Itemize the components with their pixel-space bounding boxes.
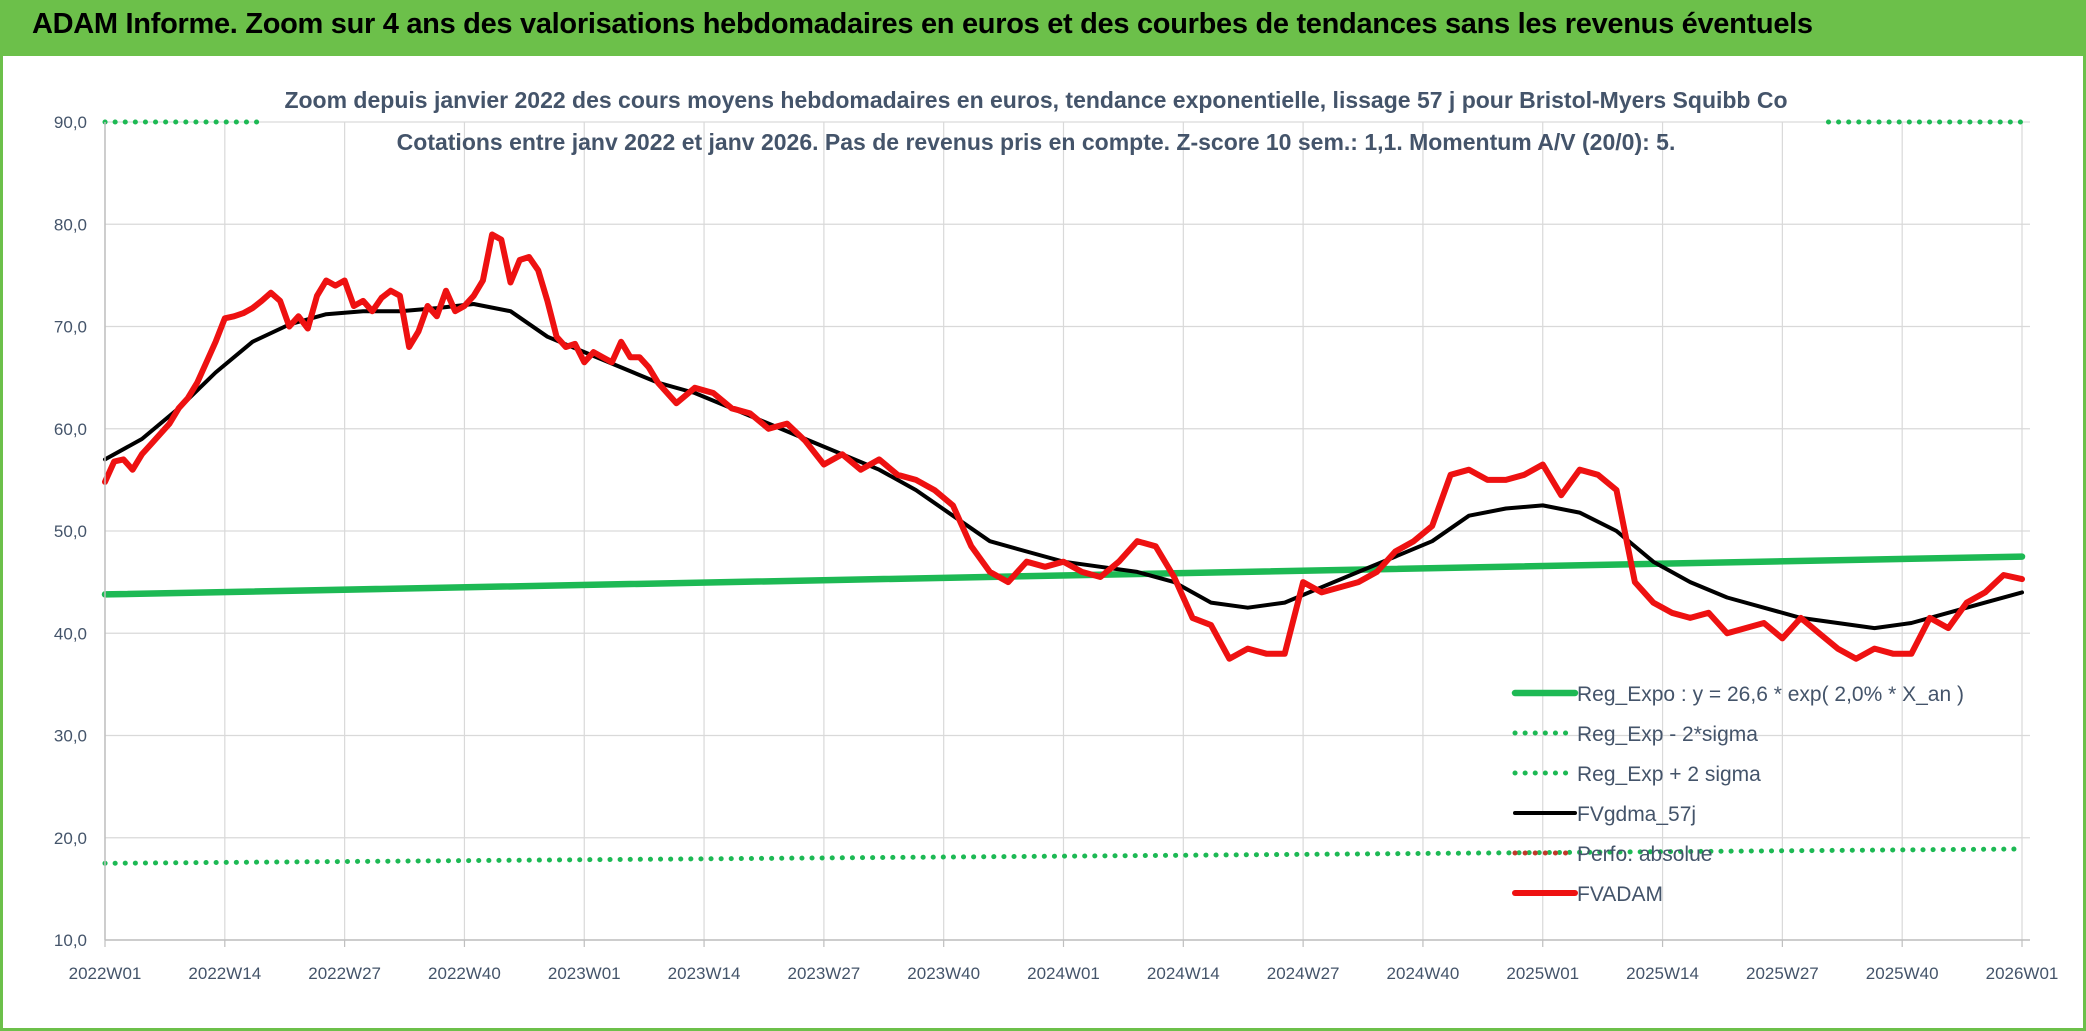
series-line-reg-expo-y-26-6-exp-: [101, 553, 2026, 598]
x-tick-label: 2026W01: [1986, 964, 2059, 983]
chart-title: Zoom depuis janvier 2022 des cours moyen…: [284, 87, 1787, 113]
y-tick-label: 20,0: [54, 829, 87, 848]
x-tick-label: 2022W40: [428, 964, 501, 983]
x-tick-label: 2025W14: [1626, 964, 1699, 983]
series-line-reg-exp-2-sigma: [102, 846, 2025, 866]
x-tick-label: 2024W40: [1387, 964, 1460, 983]
x-tick-label: 2025W01: [1506, 964, 1579, 983]
y-tick-label: 40,0: [54, 624, 87, 643]
chart-legend: Reg_Expo : y = 26,6 * exp( 2,0% * X_an )…: [1511, 683, 1964, 906]
y-tick-label: 10,0: [54, 931, 87, 950]
y-tick-label: 80,0: [54, 215, 87, 234]
x-tick-label: 2024W01: [1027, 964, 1100, 983]
y-tick-label: 60,0: [54, 420, 87, 439]
x-tick-label: 2025W40: [1866, 964, 1939, 983]
x-tick-label: 2024W14: [1147, 964, 1220, 983]
chart-subtitle: Cotations entre janv 2022 et janv 2026. …: [397, 129, 1676, 155]
series-layer: [101, 119, 2026, 866]
x-tick-label: 2025W27: [1746, 964, 1819, 983]
legend-label: FVgdma_57j: [1577, 803, 1696, 826]
y-tick-label: 30,0: [54, 727, 87, 746]
axis-layer: 10,0 20,0 30,0 40,0 50,0 60,0 70,0 80,0 90,0 2022…: [54, 113, 2058, 983]
series-line-fvadam: [102, 231, 2025, 662]
legend-label: Reg_Exp + 2 sigma: [1577, 763, 1761, 786]
y-tick-label: 70,0: [54, 318, 87, 337]
legend-label: Reg_Exp - 2*sigma: [1577, 723, 1758, 746]
x-tick-label: 2023W14: [668, 964, 741, 983]
x-tick-label: 2023W40: [907, 964, 980, 983]
y-tick-label: 90,0: [54, 113, 87, 132]
x-tick-label: 2022W27: [308, 964, 381, 983]
x-tick-label: 2023W01: [548, 964, 621, 983]
x-tick-label: 2023W27: [787, 964, 860, 983]
legend-label: Perfo. absolue: [1577, 843, 1712, 866]
report-banner: ADAM Informe. Zoom sur 4 ans des valoris…: [0, 0, 2086, 56]
y-tick-label: 50,0: [54, 522, 87, 541]
x-tick-label: 2022W01: [69, 964, 142, 983]
legend-label: FVADAM: [1577, 883, 1663, 906]
legend-label: Reg_Expo : y = 26,6 * exp( 2,0% * X_an ): [1577, 683, 1964, 706]
x-tick-label: 2022W14: [188, 964, 261, 983]
report-title: ADAM Informe. Zoom sur 4 ans des valoris…: [32, 8, 1813, 40]
grid-layer: [104, 121, 2030, 941]
x-tick-label: 2024W27: [1267, 964, 1340, 983]
